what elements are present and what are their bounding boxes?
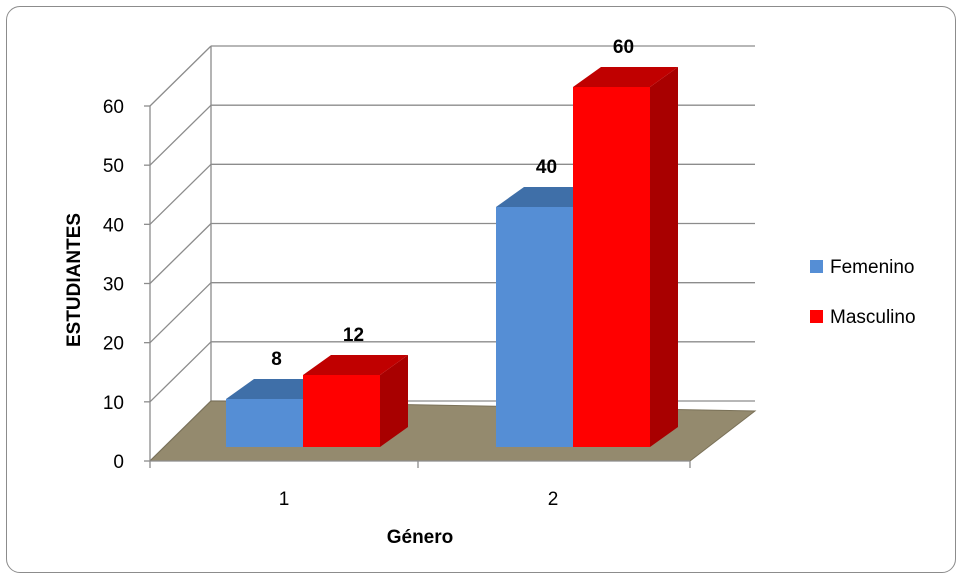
bar-masculino-2 xyxy=(573,67,678,447)
bar-masculino-1 xyxy=(303,355,408,447)
gridline-wall xyxy=(149,223,212,284)
y-tick-label: 0 xyxy=(113,452,124,473)
x-tick-label: 2 xyxy=(548,489,559,510)
y-tick-label: 50 xyxy=(103,156,124,177)
bar-front xyxy=(496,207,573,447)
y-axis-ticks: 0 10 20 30 40 50 60 xyxy=(103,97,150,473)
data-label: 8 xyxy=(271,349,282,370)
legend-label-masculino: Masculino xyxy=(830,307,916,328)
data-label: 12 xyxy=(343,325,364,346)
gridline-wall xyxy=(149,45,212,107)
bar-side xyxy=(380,355,408,447)
bars xyxy=(226,67,678,447)
y-tick-label: 60 xyxy=(103,97,124,118)
gridline-wall xyxy=(149,341,212,403)
bar-top xyxy=(573,67,678,87)
y-tick-label: 20 xyxy=(103,334,124,355)
legend: Femenino Masculino xyxy=(810,257,916,328)
y-tick-label: 40 xyxy=(103,215,124,236)
data-label: 40 xyxy=(536,157,557,178)
legend-label-femenino: Femenino xyxy=(830,257,915,278)
bar-front xyxy=(226,399,303,447)
x-axis-title: Género xyxy=(387,527,454,548)
gridline-wall xyxy=(149,163,212,225)
data-label: 60 xyxy=(613,37,634,58)
bar-top xyxy=(303,355,408,375)
bar-front xyxy=(303,375,380,447)
x-tick-label: 1 xyxy=(279,489,290,510)
legend-swatch-femenino xyxy=(810,260,823,273)
y-axis-title: ESTUDIANTES xyxy=(64,213,85,347)
y-tick-label: 30 xyxy=(103,275,124,296)
bar-front xyxy=(573,87,650,447)
gridline-wall xyxy=(149,282,212,344)
gridline-wall xyxy=(149,104,212,166)
bar-side xyxy=(650,67,678,447)
y-tick-label: 10 xyxy=(103,393,124,414)
data-labels: 8 12 40 60 xyxy=(271,37,634,370)
legend-swatch-masculino xyxy=(810,310,823,323)
